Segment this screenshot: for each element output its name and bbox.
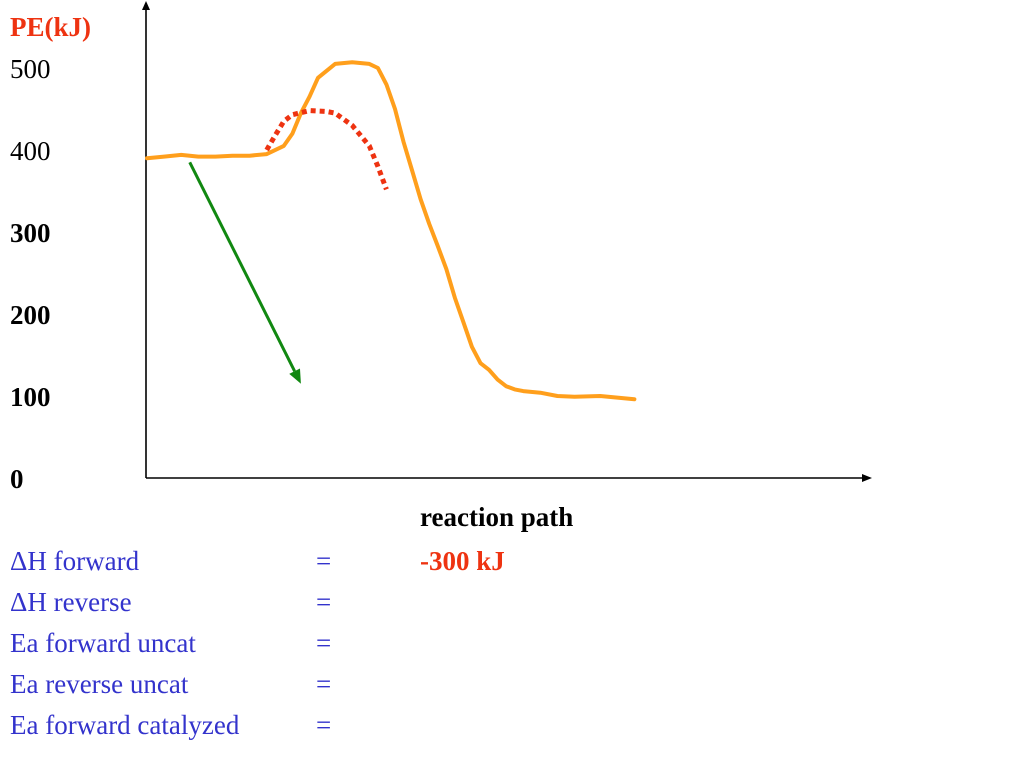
question-label: Ea reverse uncat xyxy=(10,669,189,699)
series-layer xyxy=(145,60,637,402)
y-tick-label: 100 xyxy=(10,382,51,412)
x-axis-arrowhead xyxy=(862,474,872,482)
equals-sign: = xyxy=(316,669,332,699)
x-axis-label: reaction path xyxy=(420,502,574,532)
y-tick-label: 0 xyxy=(10,464,24,494)
y-tick-label: 500 xyxy=(10,54,51,84)
y-axis-label: PE(kJ) xyxy=(10,12,91,42)
annotation-layer xyxy=(188,161,301,384)
equals-sign: = xyxy=(316,587,332,617)
uncatalyzed-curve xyxy=(145,60,637,402)
axes xyxy=(142,1,872,482)
equals-sign: = xyxy=(316,710,332,740)
question-label: Ea forward catalyzed xyxy=(10,710,240,740)
equals-sign: = xyxy=(316,546,332,576)
arrow-shaft xyxy=(188,161,296,372)
y-axis-arrowhead xyxy=(142,1,150,10)
answer-value: -300 kJ xyxy=(420,546,505,576)
question-label: Ea forward uncat xyxy=(10,628,196,658)
catalyzed-curve xyxy=(264,108,389,191)
y-tick-label: 400 xyxy=(10,136,51,166)
y-tick-label: 300 xyxy=(10,218,51,248)
y-tick-label: 200 xyxy=(10,300,51,330)
arrow-head xyxy=(289,368,301,384)
question-label: ΔH forward xyxy=(10,546,140,576)
question-label: ΔH reverse xyxy=(10,587,132,617)
equals-sign: = xyxy=(316,628,332,658)
